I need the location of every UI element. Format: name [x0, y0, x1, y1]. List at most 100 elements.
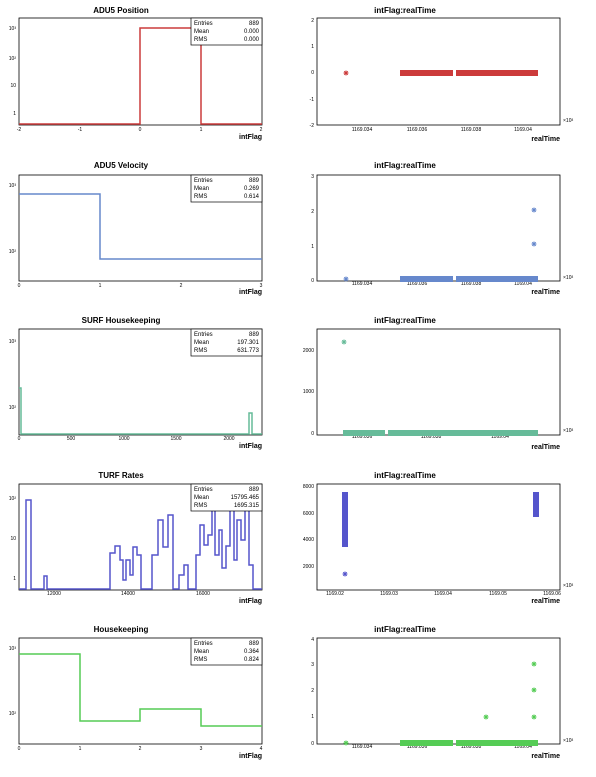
y-tick-label: 2000 [303, 564, 314, 570]
x-axis-label: intFlag [239, 289, 262, 296]
stats-entries-value: 889 [249, 487, 260, 493]
x-ticks: 0 1 2 3 [18, 283, 263, 289]
x-axis-label: realTime [531, 753, 560, 760]
stats-mean-label: Mean [194, 186, 209, 192]
x-tick-label: 2 [180, 283, 183, 289]
x-tick-label: 1169.02 [326, 591, 344, 597]
stats-box: Entries 889 Mean 0.000 RMS 0.000 [190, 17, 263, 46]
data-markers [342, 492, 539, 577]
stats-mean-value: 197.301 [237, 340, 259, 346]
histogram-panel-turf-rates: TURF Rates 10² 10 1 12000 14000 16000 En… [9, 471, 263, 605]
data-cluster [343, 430, 385, 436]
data-cluster [400, 70, 453, 76]
stats-rms-value: 631.773 [237, 348, 259, 354]
stats-entries-value: 889 [249, 332, 260, 338]
stats-entries-label: Entries [194, 178, 213, 184]
scatter-panel-housekeeping: intFlag:realTime 4 3 2 1 0 1169.034 1169… [311, 625, 573, 760]
x-tick-label: 14000 [121, 591, 135, 597]
stats-mean-label: Mean [194, 340, 209, 346]
x-axis-label: intFlag [239, 134, 262, 141]
stats-mean-value: 0.364 [244, 649, 260, 655]
stats-rms-label: RMS [194, 657, 207, 663]
y-ticks: 10³ 10² 10 1 [9, 26, 17, 117]
plot-frame [316, 174, 561, 282]
x-tick-label: 12000 [47, 591, 61, 597]
x-tick-label: 3 [200, 746, 203, 752]
x-ticks: 1169.02 1169.03 1169.04 1169.05 1169.06 [326, 591, 561, 597]
y-tick-label: 10³ [9, 26, 17, 32]
x-tick-label: 1169.036 [352, 434, 373, 440]
stats-box: Entries 889 Mean 0.364 RMS 0.824 [190, 637, 263, 666]
x-axis-label: intFlag [239, 753, 262, 760]
x-axis-label: intFlag [239, 443, 262, 450]
x-tick-label: 2 [139, 746, 142, 752]
data-markers [343, 70, 538, 76]
data-markers [343, 661, 538, 746]
y-tick-label: 2000 [303, 348, 314, 354]
stats-rms-value: 0.614 [244, 194, 260, 200]
x-tick-label: 1169.038 [461, 127, 482, 133]
data-point [531, 661, 537, 667]
y-tick-label: 2 [311, 209, 314, 215]
x-tick-label: 1169.034 [352, 281, 373, 287]
y-tick-label: 1000 [303, 389, 314, 395]
y-tick-label: 1 [311, 714, 314, 720]
y-tick-label: 0 [311, 278, 314, 284]
x-axis-label: realTime [531, 289, 560, 296]
x-tick-label: 1 [79, 746, 82, 752]
x-exponent: ×10³ [563, 583, 573, 589]
y-tick-label: 8000 [303, 484, 314, 490]
x-ticks: 12000 14000 16000 [47, 591, 210, 597]
stats-mean-value: 0.269 [244, 186, 260, 192]
data-point [531, 687, 537, 693]
histogram-line [19, 27, 262, 125]
x-tick-label: 4 [260, 746, 263, 752]
data-cluster [456, 70, 538, 76]
y-tick-label: 3 [311, 174, 314, 180]
data-markers [343, 207, 538, 282]
data-point [343, 276, 349, 282]
chart-title: intFlag:realTime [374, 161, 436, 170]
stats-mean-value: 0.000 [244, 29, 260, 35]
data-point [343, 70, 349, 76]
stats-entries-label: Entries [194, 641, 213, 647]
data-point [531, 714, 537, 720]
x-tick-label: 1169.038 [461, 281, 482, 287]
y-tick-label: 1 [13, 111, 16, 117]
y-ticks: 2000 1000 0 [303, 348, 314, 437]
x-tick-label: 1000 [118, 436, 129, 442]
x-tick-label: 1500 [170, 436, 181, 442]
x-exponent: ×10³ [563, 275, 573, 281]
x-axis-label: intFlag [239, 598, 262, 605]
y-tick-label: 10² [9, 56, 17, 62]
x-axis-label: realTime [531, 136, 560, 143]
x-ticks: 1169.034 1169.036 1169.038 1169.04 [352, 127, 532, 133]
y-tick-label: 10³ [9, 183, 17, 189]
x-tick-label: 1169.04 [514, 127, 532, 133]
stats-mean-label: Mean [194, 29, 209, 35]
histogram-panel-housekeeping: Housekeeping 10³ 10² 0 1 2 3 4 Entries 8… [9, 625, 263, 760]
y-ticks: 10³ 10² [9, 183, 17, 255]
plot-frame [18, 328, 263, 436]
x-tick-label: 0 [139, 127, 142, 133]
stats-entries-label: Entries [194, 487, 213, 493]
x-exponent: ×10³ [563, 118, 573, 124]
stats-entries-label: Entries [194, 332, 213, 338]
x-tick-label: 0 [18, 436, 21, 442]
data-cluster [456, 276, 538, 282]
scatter-panel-adu5-position: intFlag:realTime 2 1 0 -1 -2 1169.034 11… [310, 6, 574, 143]
x-ticks: 1169.036 1169.038 1169.04 [352, 434, 509, 440]
data-point [343, 740, 349, 746]
histogram-line [19, 193, 262, 260]
x-tick-label: 1169.038 [461, 744, 482, 750]
x-tick-label: 2000 [223, 436, 234, 442]
stats-entries-label: Entries [194, 21, 213, 27]
y-ticks: 2 1 0 -1 -2 [310, 18, 315, 129]
y-tick-label: 1 [311, 44, 314, 50]
y-tick-label: 10 [10, 83, 16, 89]
histogram-line [19, 387, 262, 435]
stats-entries-value: 889 [249, 641, 260, 647]
x-tick-label: 1169.04 [514, 744, 532, 750]
x-ticks: 1169.034 1169.036 1169.038 1169.04 [352, 281, 532, 287]
plot-frame [18, 174, 263, 282]
